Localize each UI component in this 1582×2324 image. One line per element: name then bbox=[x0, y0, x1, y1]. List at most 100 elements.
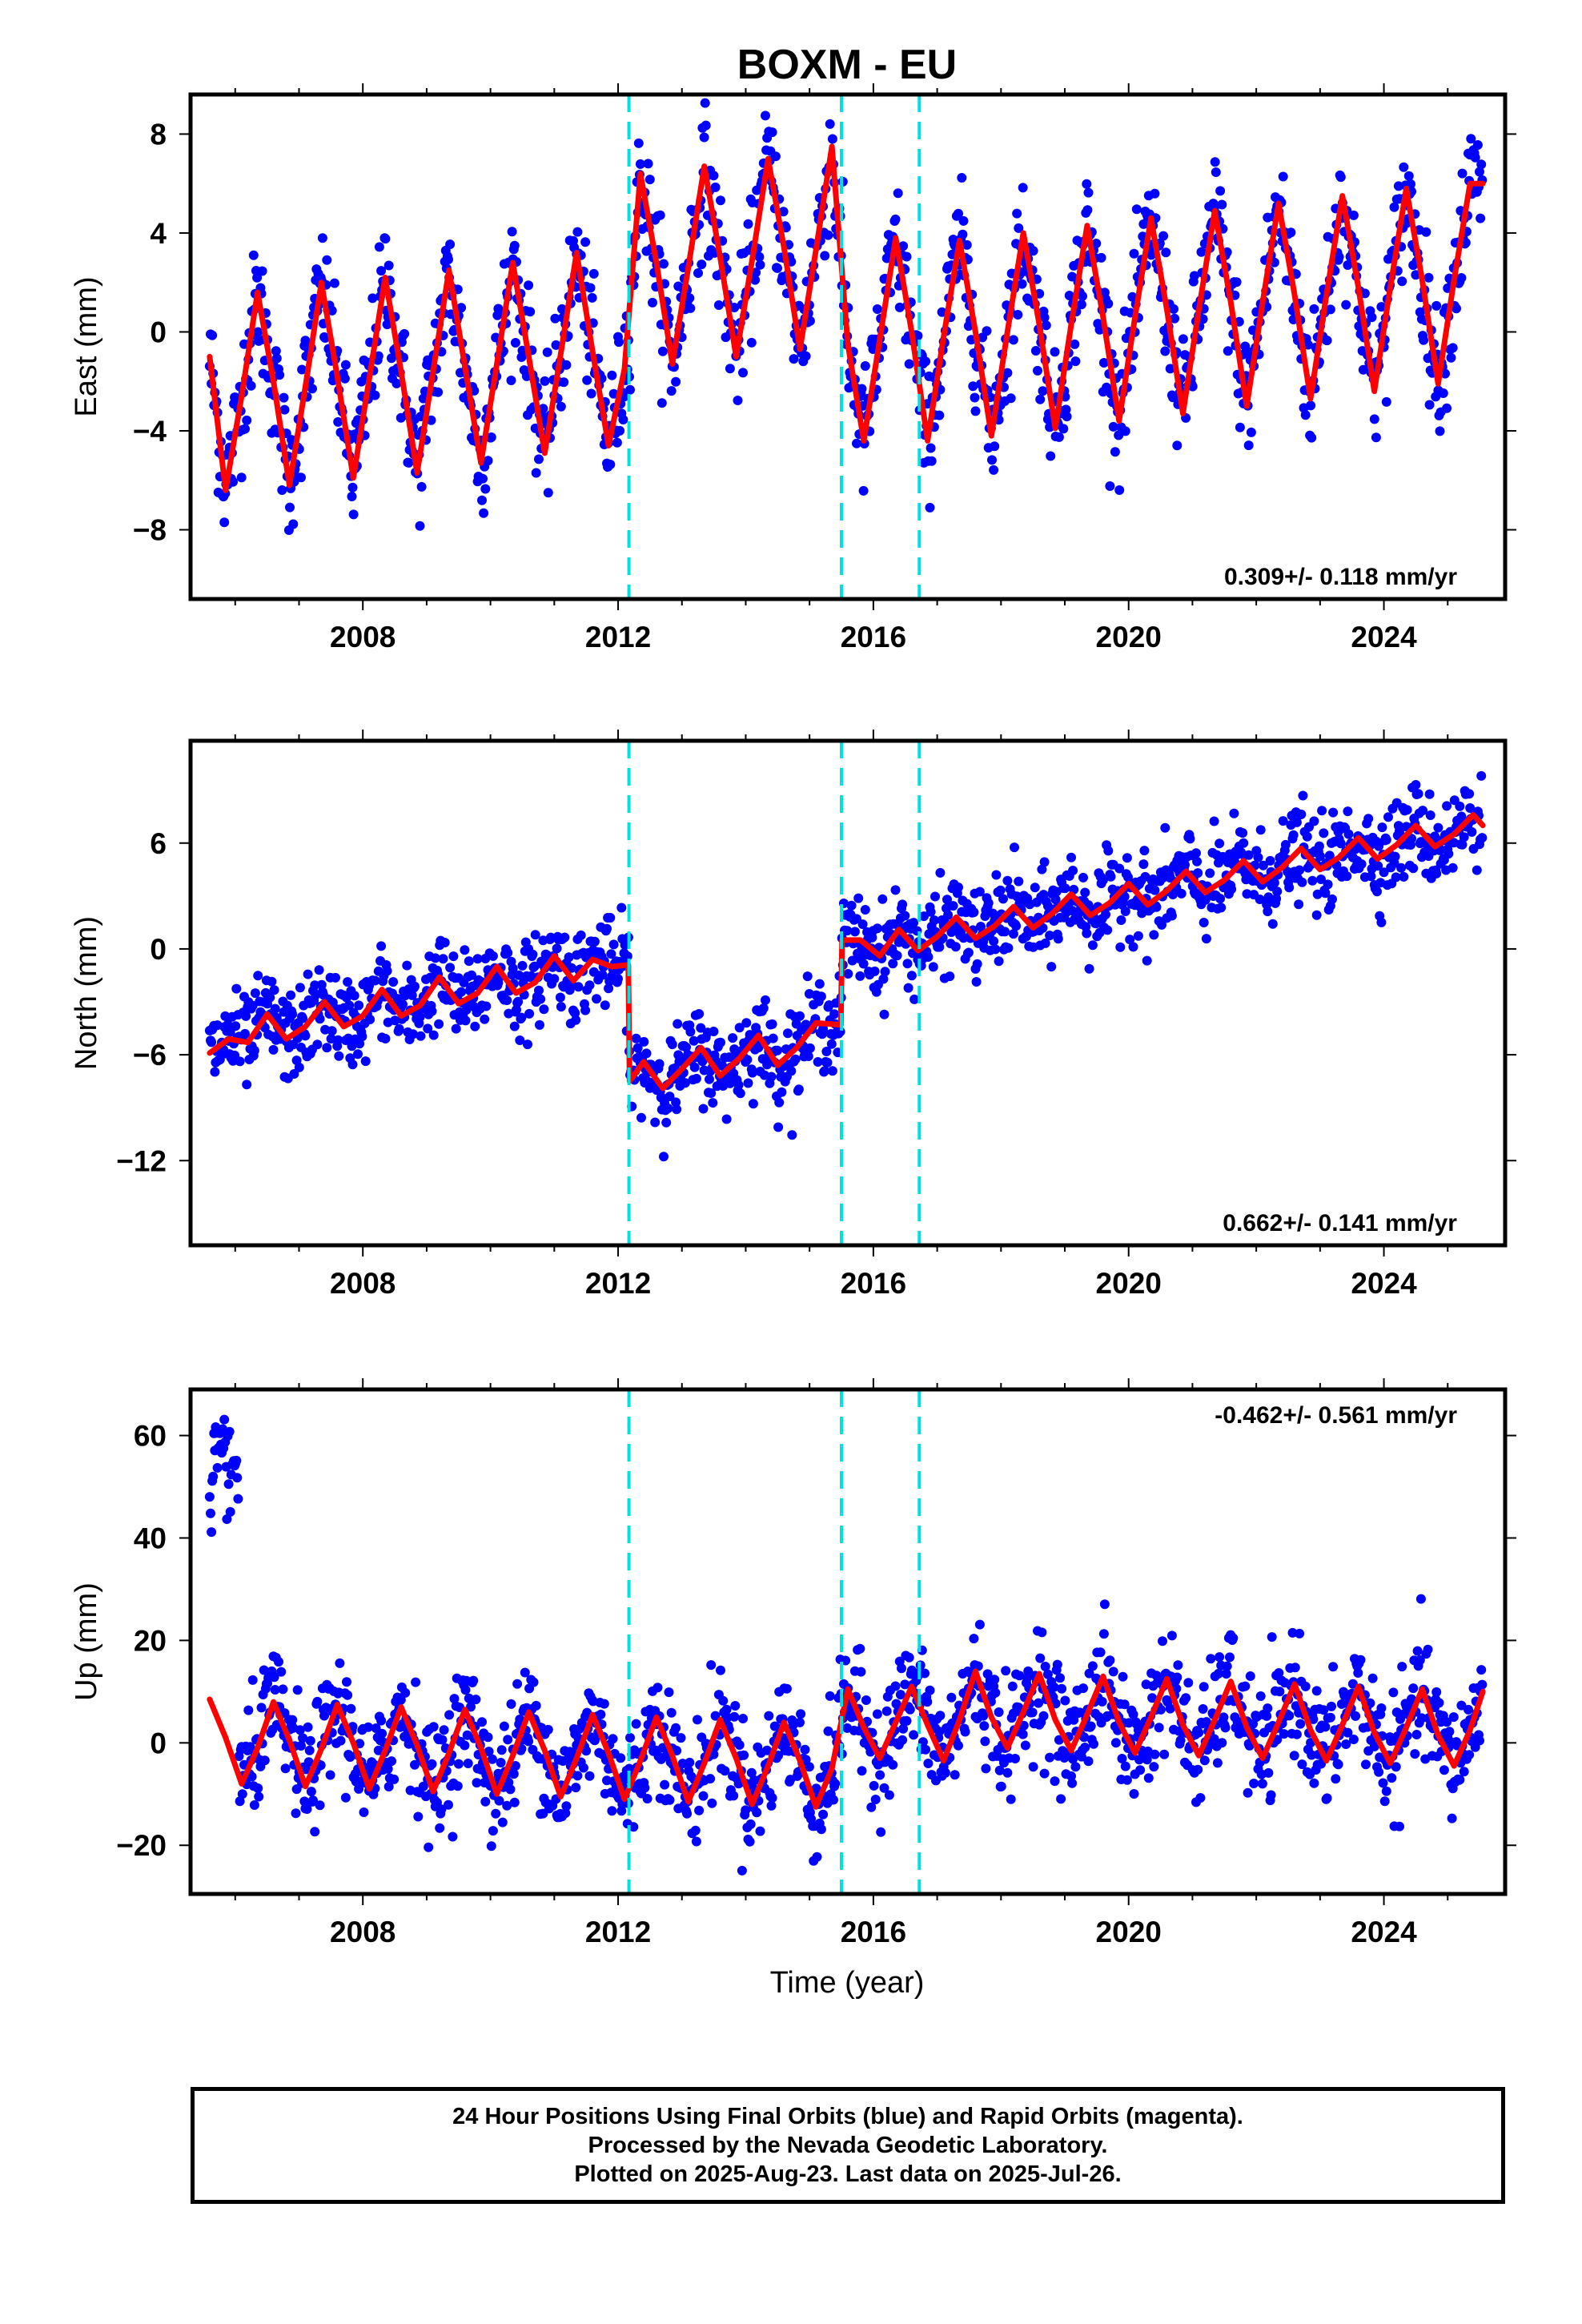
up-x-tick-label: 2020 bbox=[1096, 1916, 1162, 1948]
data-point bbox=[304, 1745, 315, 1755]
data-point bbox=[1215, 838, 1225, 849]
east-panel: 2008 2012 2016 2020 2024 −8 −4 0 4 8 East (mm) 0.30… bbox=[70, 83, 1516, 653]
data-point bbox=[535, 1019, 544, 1030]
data-point bbox=[685, 1757, 695, 1767]
data-point bbox=[869, 966, 880, 976]
data-point bbox=[733, 1080, 744, 1090]
data-point bbox=[745, 1836, 755, 1847]
data-point bbox=[415, 521, 425, 531]
data-point bbox=[1060, 883, 1070, 894]
data-point bbox=[1140, 871, 1150, 882]
data-point bbox=[396, 1695, 406, 1705]
data-point bbox=[1006, 393, 1016, 404]
footer-line-2: Processed by the Nevada Geodetic Laborat… bbox=[588, 2133, 1108, 2158]
data-point bbox=[890, 885, 901, 895]
data-point bbox=[452, 1781, 463, 1791]
data-point bbox=[1091, 239, 1102, 248]
data-point bbox=[1039, 1768, 1050, 1779]
data-point bbox=[1279, 1729, 1289, 1739]
data-point bbox=[1438, 388, 1448, 398]
data-point bbox=[247, 1771, 257, 1782]
data-point bbox=[327, 1026, 337, 1036]
data-point bbox=[1214, 1668, 1223, 1679]
data-point bbox=[1243, 1787, 1253, 1798]
data-point bbox=[499, 1721, 509, 1731]
data-point bbox=[1150, 188, 1160, 199]
data-point bbox=[312, 1696, 323, 1707]
data-point bbox=[410, 1759, 420, 1770]
data-point bbox=[1196, 247, 1207, 257]
data-point bbox=[903, 983, 913, 993]
data-point bbox=[857, 384, 867, 394]
data-point bbox=[1119, 891, 1130, 902]
data-point bbox=[315, 1800, 325, 1811]
data-point bbox=[1053, 934, 1063, 944]
data-point bbox=[322, 1043, 332, 1053]
data-point bbox=[319, 1711, 329, 1721]
data-point bbox=[1291, 1729, 1302, 1739]
data-point bbox=[1151, 902, 1162, 912]
data-point bbox=[1142, 1755, 1152, 1765]
data-point bbox=[486, 432, 496, 442]
data-point bbox=[210, 1067, 220, 1077]
data-point bbox=[508, 1769, 519, 1779]
data-point bbox=[1187, 381, 1198, 392]
data-point bbox=[950, 1770, 960, 1780]
data-point bbox=[902, 959, 913, 969]
data-point bbox=[960, 1727, 970, 1737]
data-point bbox=[710, 182, 721, 192]
data-point bbox=[296, 472, 306, 483]
data-point bbox=[206, 1508, 215, 1518]
data-point bbox=[1149, 1762, 1159, 1772]
data-point bbox=[615, 425, 625, 436]
data-point bbox=[607, 370, 617, 380]
data-point bbox=[900, 1679, 910, 1690]
data-point bbox=[587, 292, 597, 303]
north-y-tick-label: 6 bbox=[150, 827, 167, 860]
data-point bbox=[616, 1753, 626, 1763]
data-point bbox=[445, 239, 456, 250]
data-point bbox=[733, 1779, 744, 1789]
data-point bbox=[690, 1825, 701, 1835]
data-point bbox=[303, 1722, 313, 1732]
data-point bbox=[250, 988, 260, 999]
data-point bbox=[1263, 1767, 1274, 1778]
data-point bbox=[1300, 410, 1311, 420]
data-point bbox=[382, 966, 392, 976]
data-point bbox=[543, 1724, 553, 1735]
data-point bbox=[1447, 1813, 1457, 1823]
data-point bbox=[1303, 340, 1313, 350]
data-point bbox=[1211, 167, 1221, 177]
east-x-tick-label: 2024 bbox=[1351, 621, 1417, 653]
data-point bbox=[1447, 343, 1458, 353]
data-point bbox=[1410, 1749, 1420, 1759]
data-point bbox=[561, 1801, 572, 1811]
data-point bbox=[267, 976, 277, 987]
data-point bbox=[1010, 1754, 1020, 1763]
data-point bbox=[407, 990, 417, 1000]
data-point bbox=[1050, 347, 1060, 357]
data-point bbox=[811, 1783, 821, 1794]
data-point bbox=[976, 922, 986, 931]
data-point bbox=[1219, 1712, 1229, 1723]
data-point bbox=[391, 378, 402, 388]
data-point bbox=[477, 1717, 487, 1727]
data-point bbox=[427, 1006, 437, 1016]
data-point bbox=[303, 969, 313, 979]
data-point bbox=[814, 979, 825, 989]
data-point bbox=[427, 1759, 437, 1769]
data-point bbox=[1411, 1730, 1422, 1739]
data-point bbox=[1373, 861, 1383, 871]
data-point bbox=[1002, 368, 1013, 378]
data-point bbox=[467, 970, 476, 980]
data-point bbox=[1464, 1750, 1475, 1760]
data-point bbox=[741, 1018, 752, 1028]
data-point bbox=[1127, 292, 1138, 302]
data-point bbox=[327, 305, 337, 316]
data-point bbox=[696, 1023, 706, 1033]
data-point bbox=[435, 1823, 445, 1833]
data-point bbox=[1191, 848, 1201, 858]
data-point bbox=[1322, 336, 1332, 346]
data-point bbox=[1356, 859, 1367, 869]
data-point bbox=[804, 1762, 814, 1772]
